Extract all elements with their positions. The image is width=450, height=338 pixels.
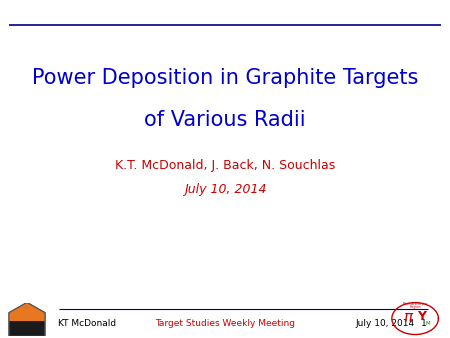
Text: of Various Radii: of Various Radii <box>144 110 306 130</box>
Text: Power Deposition in Graphite Targets: Power Deposition in Graphite Targets <box>32 68 418 88</box>
Text: K.T. McDonald, J. Back, N. Souchlas: K.T. McDonald, J. Back, N. Souchlas <box>115 159 335 172</box>
Text: July 10, 2014: July 10, 2014 <box>356 319 414 328</box>
Text: Y: Y <box>417 310 426 323</box>
Text: 1: 1 <box>421 319 427 328</box>
Text: Program: Program <box>410 305 421 309</box>
Text: Muon Accelerator: Muon Accelerator <box>403 303 427 306</box>
Text: $\pi$: $\pi$ <box>403 310 414 325</box>
Text: Target Studies Weekly Meeting: Target Studies Weekly Meeting <box>155 319 295 328</box>
Polygon shape <box>9 303 45 336</box>
Polygon shape <box>9 303 45 321</box>
Text: KT McDonald: KT McDonald <box>58 319 117 328</box>
Text: M: M <box>426 321 430 327</box>
Text: July 10, 2014: July 10, 2014 <box>184 183 266 196</box>
